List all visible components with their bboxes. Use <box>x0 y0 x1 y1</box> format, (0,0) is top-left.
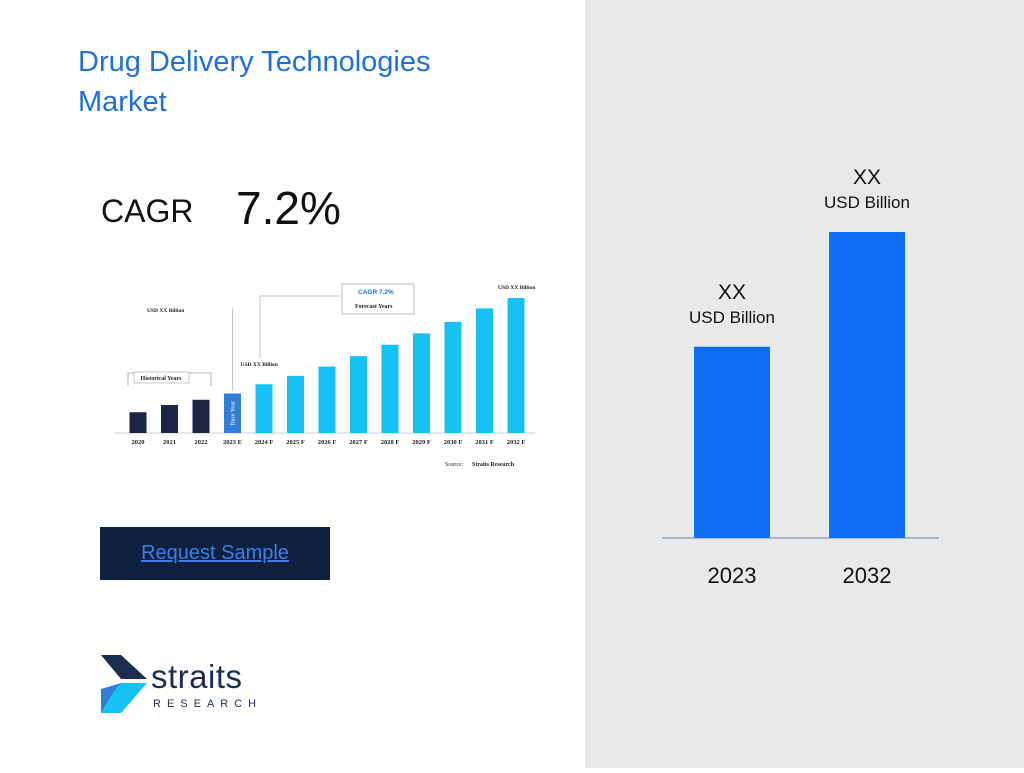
thumb-bar-2023 E <box>224 393 241 433</box>
thumb-x-tick-label: 2023 E <box>223 439 242 446</box>
bar-unit-label: USD Billion <box>689 308 775 327</box>
thumb-x-tick-label: 2021 <box>163 439 176 446</box>
request-sample-link[interactable]: Request Sample <box>141 542 289 564</box>
thumb-historical-label: Historical Years <box>141 376 183 382</box>
forecast-chart-svg: 2020 2021 2022 2023 E 2024 F 2025 F 2026 F 2027… <box>115 283 535 468</box>
x-tick-label: 2032 <box>843 563 892 588</box>
thumb-bar-2031 F <box>476 308 493 433</box>
thumb-x-tick-label: 2031 F <box>475 439 494 446</box>
bar-2032 <box>829 232 905 538</box>
bar-value-label: XX <box>853 166 881 189</box>
bar-2023 <box>694 346 770 538</box>
thumb-bar-2027 F <box>350 356 367 433</box>
cagr-label: CAGR <box>101 193 194 229</box>
thumb-x-tick-label: 2022 <box>195 439 208 446</box>
thumb-x-tick-label: 2030 F <box>444 439 463 446</box>
thumb-bar-2021 <box>161 404 178 433</box>
thumb-x-tick-label: 2028 F <box>381 439 400 446</box>
thumb-x-tick-label: 2024 F <box>255 439 274 446</box>
bar-value-label: XX <box>718 281 746 304</box>
x-tick-label: 2023 <box>708 563 757 588</box>
forecast-chart-thumbnail: 2020 2021 2022 2023 E 2024 F 2025 F 2026 F 2027… <box>115 276 540 476</box>
thumb-start-arrow <box>232 308 233 391</box>
thumb-start-value-label: USD XX Billion <box>147 308 184 314</box>
thumb-source-prefix: Source: <box>445 462 464 468</box>
right-panel <box>585 0 1024 768</box>
page-title: Drug Delivery Technologies Market <box>78 46 431 118</box>
straits-research-logo: straits RESEARCH <box>99 653 269 715</box>
thumb-source-name: Straits Research <box>472 462 515 468</box>
thumb-x-tick-label: 2026 F <box>318 439 337 446</box>
thumb-bar-2028 F <box>381 344 399 433</box>
thumb-bar-2022 <box>192 399 210 433</box>
thumb-bar-2030 F <box>444 321 462 433</box>
thumb-bar-2020 <box>129 412 147 433</box>
logo-wordmark: straits <box>151 658 243 695</box>
thumb-x-tick-label: 2032 F <box>507 439 526 446</box>
thumb-x-tick-label: 2027 F <box>349 439 368 446</box>
thumb-base-year-label: Base Year <box>231 401 237 425</box>
thumb-bar-2025 F <box>287 375 304 433</box>
thumb-historical-box <box>133 371 190 384</box>
thumb-bar-2026 F <box>318 366 336 433</box>
thumb-bar-2032 F <box>507 298 525 433</box>
bar-unit-label: USD Billion <box>824 193 910 212</box>
thumb-x-tick-label: 2025 F <box>286 439 305 446</box>
thumb-cagr-label: CAGR 7.2% <box>358 289 394 296</box>
thumb-base-value-label: USD XX Billion <box>241 362 278 368</box>
request-sample-button[interactable]: Request Sample <box>100 527 330 580</box>
market-size-chart-svg: XX USD Billion 2023 XX USD Billion 2032 <box>662 166 939 588</box>
thumb-forecast-arrow <box>259 295 340 358</box>
thumb-bar-2029 F <box>413 333 430 433</box>
thumb-x-tick-label: 2020 <box>132 439 145 446</box>
thumb-bar-2024 F <box>255 384 273 433</box>
logo-chevron-icon <box>101 655 147 713</box>
market-size-chart: XX USD Billion 2023 XX USD Billion 2032 <box>585 0 1024 768</box>
cagr-value: 7.2% <box>236 182 341 234</box>
logo-subtitle: RESEARCH <box>153 698 263 710</box>
thumb-end-value-label: USD XX Billion <box>498 285 535 291</box>
thumb-x-tick-label: 2029 F <box>412 439 431 446</box>
thumb-forecast-label: Forecast Years <box>355 304 393 310</box>
thumb-cagr-box <box>341 283 415 315</box>
